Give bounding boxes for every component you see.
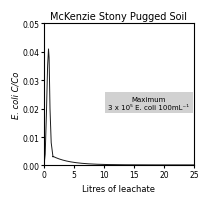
Text: Maximum
3 x 10⁵ E. coli 100mL⁻¹: Maximum 3 x 10⁵ E. coli 100mL⁻¹ [108,97,190,110]
Title: McKenzie Stony Pugged Soil: McKenzie Stony Pugged Soil [50,12,188,22]
X-axis label: Litres of leachate: Litres of leachate [83,184,156,193]
Y-axis label: E. coli C/Co: E. coli C/Co [11,71,20,119]
